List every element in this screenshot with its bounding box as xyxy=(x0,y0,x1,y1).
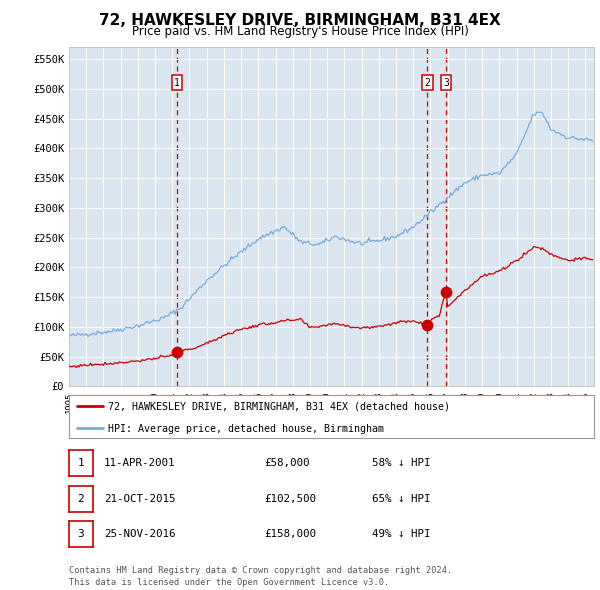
Text: 3: 3 xyxy=(443,78,449,88)
Text: 1: 1 xyxy=(77,458,85,468)
Text: 21-OCT-2015: 21-OCT-2015 xyxy=(104,494,175,503)
Text: 72, HAWKESLEY DRIVE, BIRMINGHAM, B31 4EX (detached house): 72, HAWKESLEY DRIVE, BIRMINGHAM, B31 4EX… xyxy=(109,402,451,412)
Text: 25-NOV-2016: 25-NOV-2016 xyxy=(104,529,175,539)
Text: 65% ↓ HPI: 65% ↓ HPI xyxy=(372,494,431,503)
Text: 1: 1 xyxy=(174,78,180,88)
Text: 49% ↓ HPI: 49% ↓ HPI xyxy=(372,529,431,539)
Text: 2: 2 xyxy=(77,494,85,503)
Text: £58,000: £58,000 xyxy=(264,458,310,468)
Text: £158,000: £158,000 xyxy=(264,529,316,539)
Point xyxy=(172,347,182,356)
Point xyxy=(441,288,451,297)
Text: 72, HAWKESLEY DRIVE, BIRMINGHAM, B31 4EX: 72, HAWKESLEY DRIVE, BIRMINGHAM, B31 4EX xyxy=(99,13,501,28)
Point xyxy=(422,321,432,330)
Text: 3: 3 xyxy=(77,529,85,539)
Text: 11-APR-2001: 11-APR-2001 xyxy=(104,458,175,468)
Text: 58% ↓ HPI: 58% ↓ HPI xyxy=(372,458,431,468)
Text: HPI: Average price, detached house, Birmingham: HPI: Average price, detached house, Birm… xyxy=(109,424,385,434)
Text: £102,500: £102,500 xyxy=(264,494,316,503)
Text: 2: 2 xyxy=(424,78,430,88)
Text: Price paid vs. HM Land Registry's House Price Index (HPI): Price paid vs. HM Land Registry's House … xyxy=(131,25,469,38)
Text: Contains HM Land Registry data © Crown copyright and database right 2024.
This d: Contains HM Land Registry data © Crown c… xyxy=(69,566,452,587)
